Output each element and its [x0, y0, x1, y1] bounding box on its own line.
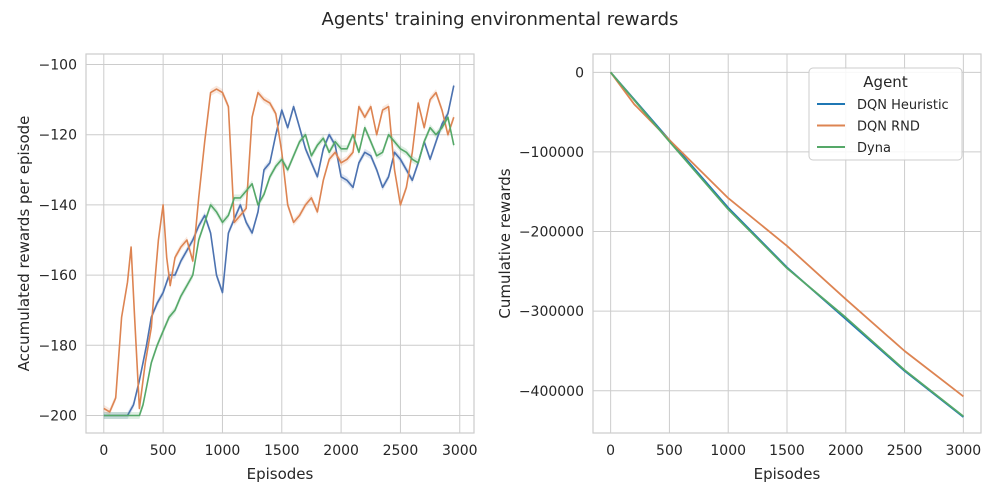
plot-frame — [592, 53, 982, 434]
y-tick-label: −200000 — [519, 225, 584, 241]
legend-label: Dyna — [857, 141, 891, 156]
plot-frame — [85, 53, 475, 434]
legend-label: DQN Heuristic — [857, 98, 949, 113]
legend: Agent DQN Heuristic DQN RND Dyna — [808, 67, 963, 161]
x-tick-label: 0 — [606, 443, 615, 459]
x-tick-label: 2500 — [383, 443, 419, 459]
x-tick-label: 1000 — [710, 443, 746, 459]
x-tick-label: 500 — [656, 443, 683, 459]
x-tick-label: 2000 — [828, 443, 864, 459]
series-line-1 — [609, 71, 964, 398]
x-tick-label: 1500 — [264, 443, 300, 459]
y-tick-label: −400000 — [519, 384, 584, 400]
rewards-per-episode-chart: 0 500 1000 1500 2000 2500 3000 −200 −180 −160 −140… — [15, 53, 478, 483]
legend-label: DQN RND — [857, 120, 920, 135]
cumulative-rewards-chart: 0 500 1000 1500 2000 2500 3000 0 −100000 −200000 −… — [496, 53, 982, 483]
x-axis-label: Episodes — [247, 465, 314, 483]
y-tick-label: −120 — [39, 128, 77, 144]
figure-title: Agents' training environmental rewards — [322, 9, 679, 30]
y-axis-label: Cumulative rewards — [496, 168, 514, 318]
y-tick-label: −100 — [39, 58, 77, 74]
y-tick-label: −100000 — [519, 145, 584, 161]
x-tick-label: 500 — [150, 443, 177, 459]
x-tick-label: 1500 — [769, 443, 805, 459]
x-axis-label: Episodes — [754, 465, 821, 483]
series-line-2 — [103, 116, 455, 417]
series-line-1 — [103, 88, 455, 413]
x-tick-label: 3000 — [946, 443, 982, 459]
y-tick-label: −200 — [39, 408, 77, 424]
x-tick-label: 3000 — [442, 443, 478, 459]
y-tick-label: −300000 — [519, 304, 584, 320]
y-axis-label: Accumulated rewards per episode — [15, 116, 33, 372]
y-tick-label: −180 — [39, 338, 77, 354]
x-tick-label: 2500 — [887, 443, 923, 459]
y-tick-label: −160 — [39, 268, 77, 284]
x-tick-label: 0 — [99, 443, 108, 459]
y-tick-label: 0 — [575, 65, 584, 81]
legend-box — [808, 67, 963, 161]
x-tick-label: 1000 — [205, 443, 241, 459]
y-tick-label: −140 — [39, 198, 77, 214]
x-tick-label: 2000 — [323, 443, 359, 459]
legend-title: Agent — [863, 73, 908, 91]
